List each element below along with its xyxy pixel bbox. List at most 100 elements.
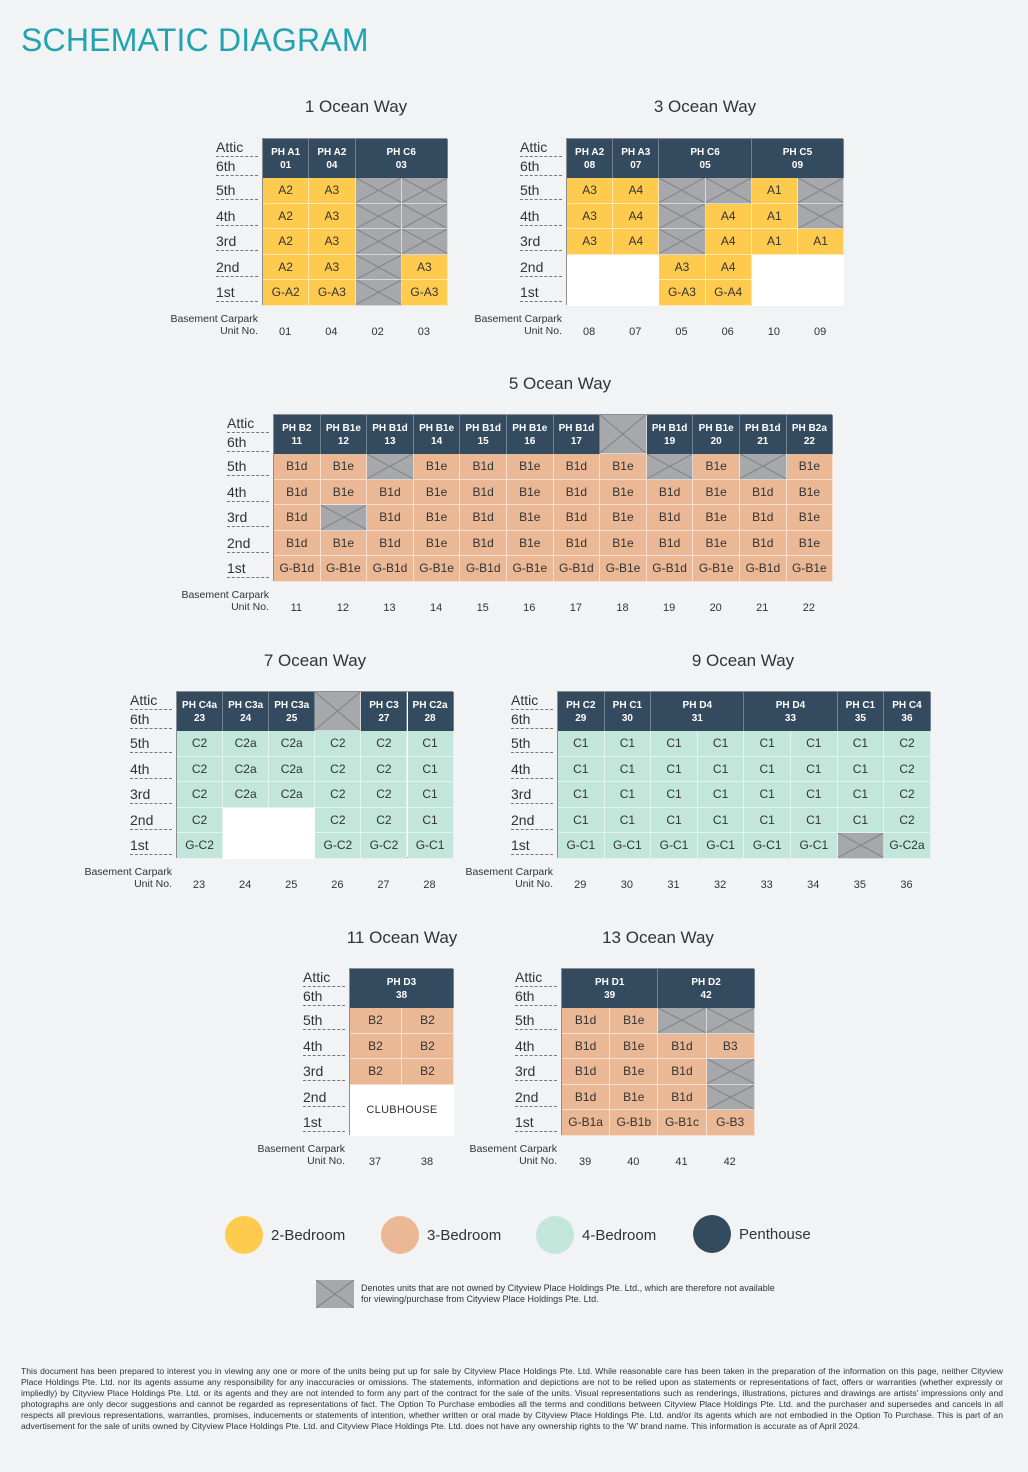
unit-cell[interactable]: C2 (361, 807, 408, 833)
unit-cell[interactable]: B1e (693, 530, 740, 556)
unit-cell[interactable]: C1 (558, 731, 605, 757)
unit-cell[interactable]: B1d (646, 505, 694, 531)
unit-cell[interactable]: B1e (320, 530, 368, 556)
unit-cell[interactable]: G-B1e (786, 556, 834, 582)
unit-cell[interactable]: A3 (309, 254, 356, 280)
unit-cell[interactable]: C1 (744, 731, 791, 757)
unit-not-owned[interactable] (706, 1059, 755, 1085)
unit-not-owned[interactable] (355, 229, 402, 255)
unit-cell[interactable]: C2 (884, 782, 931, 808)
unit-not-owned[interactable] (659, 203, 706, 229)
unit-cell[interactable]: C1 (604, 782, 652, 808)
unit-cell[interactable]: B1e (413, 454, 461, 480)
unit-cell[interactable]: B1e (693, 505, 740, 531)
unit-cell[interactable]: A2 (263, 203, 310, 229)
unit-cell[interactable]: G-C1 (697, 833, 745, 859)
unit-not-owned[interactable] (705, 178, 752, 204)
penthouse-unit[interactable]: PH B2a 22 (786, 415, 834, 454)
unit-cell[interactable]: C1 (558, 756, 605, 782)
unit-cell[interactable]: G-B1e (693, 556, 740, 582)
unit-not-owned[interactable] (401, 203, 448, 229)
unit-cell[interactable]: C2a (269, 731, 316, 757)
unit-cell[interactable]: G-B1d (274, 556, 321, 582)
penthouse-unit[interactable]: PH C6 03 (355, 139, 448, 178)
unit-cell[interactable]: B1e (507, 530, 554, 556)
unit-not-owned[interactable] (659, 229, 706, 255)
unit-cell[interactable]: C1 (558, 807, 605, 833)
unit-cell[interactable]: A3 (309, 178, 356, 204)
penthouse-unit[interactable]: PH B1d 15 (460, 415, 507, 454)
penthouse-not-owned[interactable] (315, 692, 362, 731)
unit-cell[interactable]: B3 (706, 1033, 755, 1059)
unit-cell[interactable]: A2 (263, 178, 310, 204)
unit-cell[interactable]: C1 (837, 807, 885, 833)
penthouse-unit[interactable]: PH B2 11 (274, 415, 321, 454)
penthouse-unit[interactable]: PH A2 08 (567, 139, 614, 178)
unit-cell[interactable]: C1 (651, 782, 698, 808)
penthouse-unit[interactable]: PH C3a 24 (223, 692, 270, 731)
unit-cell[interactable]: B1d (562, 1084, 611, 1110)
penthouse-unit[interactable]: PH B1d 21 (740, 415, 787, 454)
unit-cell[interactable]: C1 (407, 807, 454, 833)
unit-cell[interactable]: B1d (553, 505, 601, 531)
unit-not-owned[interactable] (355, 203, 402, 229)
unit-cell[interactable]: G-A4 (705, 280, 752, 306)
unit-cell[interactable]: B1e (693, 454, 740, 480)
unit-cell[interactable]: C1 (407, 782, 454, 808)
unit-cell[interactable]: B1d (367, 530, 414, 556)
unit-cell[interactable]: B1d (274, 530, 321, 556)
unit-cell[interactable]: A2 (263, 254, 310, 280)
penthouse-unit[interactable]: PH B1e 20 (693, 415, 740, 454)
unit-not-owned[interactable] (355, 254, 402, 280)
unit-cell[interactable]: G-B1a (562, 1110, 611, 1136)
unit-cell[interactable]: B1d (646, 530, 694, 556)
unit-cell[interactable]: C1 (744, 782, 791, 808)
unit-cell[interactable]: B1d (274, 479, 321, 505)
unit-not-owned[interactable] (320, 505, 368, 531)
unit-cell[interactable]: C2 (315, 807, 362, 833)
unit-cell[interactable]: C1 (744, 756, 791, 782)
unit-cell[interactable]: C1 (697, 807, 745, 833)
unit-cell[interactable]: C1 (651, 756, 698, 782)
penthouse-unit[interactable]: PH D3 38 (350, 969, 454, 1008)
unit-cell[interactable]: C2a (269, 756, 316, 782)
unit-cell[interactable]: A3 (309, 229, 356, 255)
unit-cell[interactable]: B1e (507, 454, 554, 480)
unit-cell[interactable]: C1 (697, 782, 745, 808)
unit-cell[interactable]: C2 (177, 731, 224, 757)
penthouse-not-owned[interactable] (600, 415, 647, 454)
unit-cell[interactable]: B1d (367, 505, 414, 531)
unit-cell[interactable]: C1 (837, 731, 885, 757)
unit-cell[interactable]: C1 (558, 782, 605, 808)
unit-cell[interactable]: A3 (309, 203, 356, 229)
unit-cell[interactable]: B1e (786, 454, 834, 480)
unit-cell[interactable]: C2 (884, 756, 931, 782)
unit-cell[interactable]: C1 (791, 756, 838, 782)
unit-cell[interactable]: C2 (177, 782, 224, 808)
unit-cell[interactable]: B1e (600, 505, 647, 531)
unit-not-owned[interactable] (355, 178, 402, 204)
unit-cell[interactable]: G-A3 (309, 280, 356, 306)
unit-cell[interactable]: G-A3 (401, 280, 448, 306)
unit-cell[interactable]: B1e (413, 530, 461, 556)
unit-cell[interactable]: C2 (315, 782, 362, 808)
unit-cell[interactable]: A1 (798, 229, 845, 255)
unit-cell[interactable]: B2 (350, 1033, 402, 1059)
penthouse-unit[interactable]: PH C1 35 (837, 692, 885, 731)
unit-cell[interactable]: B1e (610, 1084, 659, 1110)
unit-cell[interactable]: C2 (177, 807, 224, 833)
unit-cell[interactable]: C2a (223, 782, 270, 808)
unit-cell[interactable]: C1 (791, 782, 838, 808)
unit-cell[interactable]: G-C1 (651, 833, 698, 859)
unit-cell[interactable]: B1e (600, 530, 647, 556)
unit-cell[interactable]: B1d (740, 479, 787, 505)
unit-cell[interactable]: A3 (567, 229, 614, 255)
unit-cell[interactable]: A4 (705, 203, 752, 229)
penthouse-unit[interactable]: PH A2 04 (309, 139, 356, 178)
unit-cell[interactable]: G-C2a (884, 833, 931, 859)
unit-cell[interactable]: A1 (751, 203, 798, 229)
unit-cell[interactable]: G-C1 (744, 833, 791, 859)
unit-cell[interactable]: B1d (553, 530, 601, 556)
penthouse-unit[interactable]: PH C6 05 (659, 139, 752, 178)
unit-cell[interactable]: B1e (786, 530, 834, 556)
